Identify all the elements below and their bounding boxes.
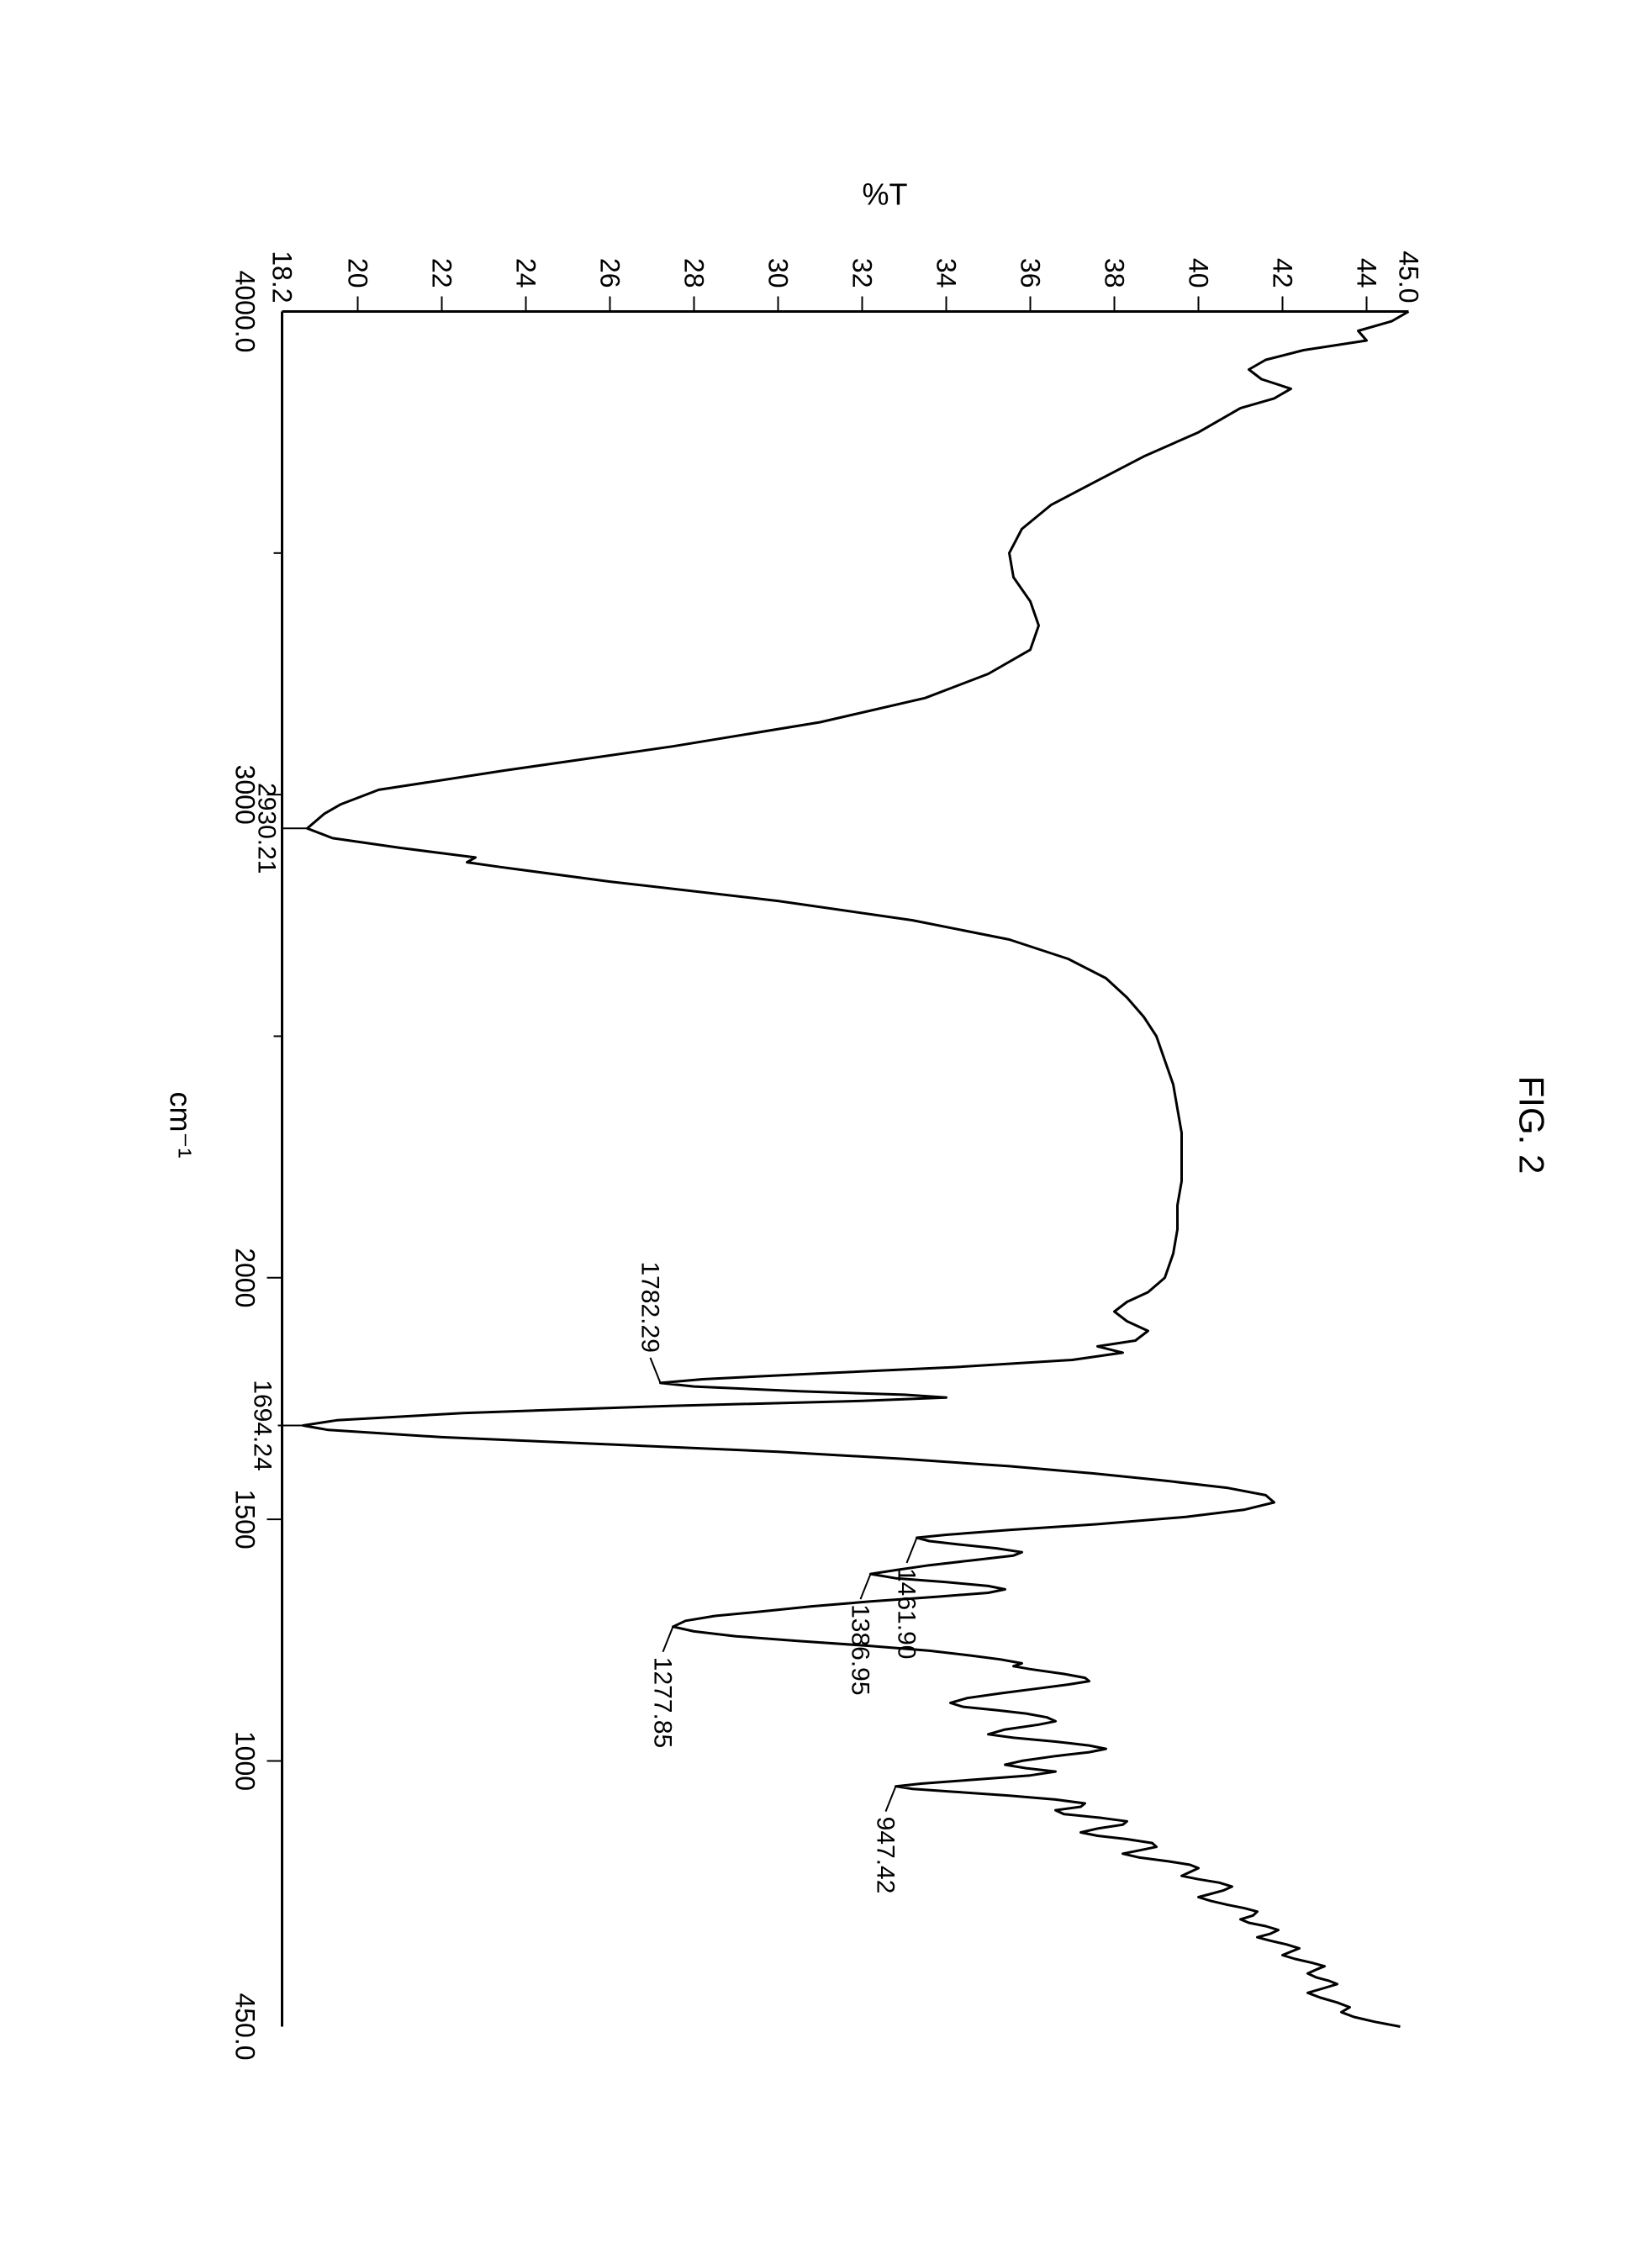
tick-label: 28 xyxy=(678,257,709,288)
spectrum-plot xyxy=(248,277,1425,2043)
tick-label: 26 xyxy=(594,257,625,288)
y-axis-label: %T xyxy=(862,177,907,212)
tick-label: 45.0 xyxy=(1392,251,1423,303)
tick-label: 40 xyxy=(1182,257,1213,288)
tick-label: 38 xyxy=(1098,257,1129,288)
x-axis-label: cm⁻¹ xyxy=(162,1091,198,1158)
tick-label: 36 xyxy=(1014,257,1045,288)
peak-label: 1386.95 xyxy=(845,1604,874,1695)
tick-label: 2000 xyxy=(229,1248,260,1307)
tick-label: 20 xyxy=(341,257,372,288)
peak-label: 2930.21 xyxy=(251,783,280,874)
tick-label: 42 xyxy=(1266,257,1297,288)
peak-label: 1461.90 xyxy=(891,1568,920,1659)
tick-label: 18.2 xyxy=(266,251,297,303)
peak-label: 1782.29 xyxy=(635,1261,663,1352)
tick-label: 1000 xyxy=(229,1730,260,1790)
tick-label: 450.0 xyxy=(229,1993,260,2060)
plot-area xyxy=(248,277,1425,2043)
tick-label: 30 xyxy=(762,257,793,288)
peak-label: 1694.24 xyxy=(247,1380,276,1470)
tick-label: 24 xyxy=(509,257,541,288)
figure-rotated-container: FIG. 2 %T cm⁻¹ 20 22 24 26 28 30 32 34 36 38 40 42 4… xyxy=(0,0,1652,2249)
peak-label: 947.42 xyxy=(870,1816,899,1893)
tick-label: 1500 xyxy=(229,1489,260,1549)
tick-label: 34 xyxy=(930,257,961,288)
tick-label: 32 xyxy=(846,257,877,288)
tick-label: 22 xyxy=(425,257,457,288)
tick-label: 44 xyxy=(1350,257,1381,288)
tick-label: 4000.0 xyxy=(229,270,260,352)
peak-label: 1277.85 xyxy=(647,1656,676,1747)
figure-title: FIG. 2 xyxy=(1511,1075,1551,1174)
page: FIG. 2 %T cm⁻¹ 20 22 24 26 28 30 32 34 36 38 40 42 4… xyxy=(0,0,1652,2249)
